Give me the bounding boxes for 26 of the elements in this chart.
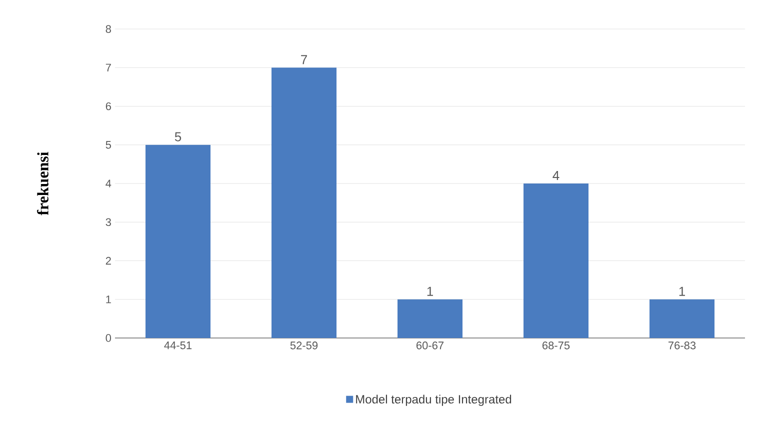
y-tick-label: 8 xyxy=(106,25,111,33)
data-label: 4 xyxy=(552,171,560,180)
y-tick-label: 3 xyxy=(106,218,111,226)
y-tick-label: 1 xyxy=(106,296,111,304)
y-tick-label: 0 xyxy=(106,334,112,342)
x-tick-label: 44-51 xyxy=(164,342,192,350)
bar xyxy=(398,299,463,338)
y-tick-label: 5 xyxy=(106,141,111,149)
data-label: 1 xyxy=(679,286,685,296)
data-label: 7 xyxy=(301,55,307,64)
legend-label: Model terpadu tipe Integrated xyxy=(356,394,512,406)
y-axis-title: frekuensi xyxy=(37,152,48,216)
y-tick-label: 2 xyxy=(106,256,111,265)
x-tick-label: 60-67 xyxy=(416,342,444,350)
data-label: 5 xyxy=(174,132,182,142)
x-tick-label: 52-59 xyxy=(290,342,318,350)
bar xyxy=(650,299,715,338)
bar xyxy=(524,184,588,338)
data-label: 1 xyxy=(427,286,433,296)
bar xyxy=(272,68,337,338)
y-tick-label: 4 xyxy=(106,180,112,188)
bar xyxy=(146,144,210,338)
x-tick-label: 76-83 xyxy=(668,342,696,350)
x-tick-label: 68-75 xyxy=(542,342,570,350)
y-tick-label: 7 xyxy=(106,64,111,72)
y-tick-label: 6 xyxy=(106,102,111,110)
